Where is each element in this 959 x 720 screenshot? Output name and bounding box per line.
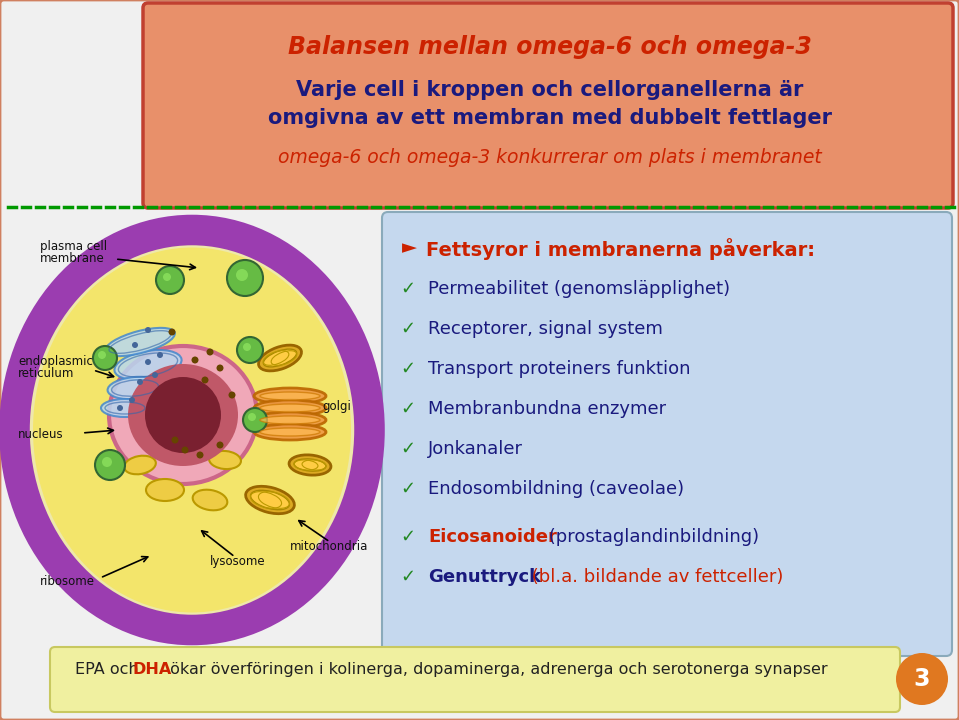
Circle shape [137, 379, 143, 385]
Text: Fettsyror i membranerna påverkar:: Fettsyror i membranerna påverkar: [426, 238, 815, 260]
Text: membrane: membrane [40, 252, 105, 265]
Text: EPA och: EPA och [75, 662, 144, 677]
Text: ökar överföringen i kolinerga, dopaminerga, adrenerga och serotonerga synapser: ökar överföringen i kolinerga, dopaminer… [165, 662, 828, 677]
Circle shape [248, 413, 256, 421]
Text: Endosombildning (caveolae): Endosombildning (caveolae) [428, 480, 684, 498]
Text: ✓: ✓ [400, 320, 415, 338]
Text: Varje cell i kroppen och cellorganellerna är: Varje cell i kroppen och cellorganellern… [296, 80, 804, 100]
FancyBboxPatch shape [143, 3, 953, 208]
Text: ✓: ✓ [400, 400, 415, 418]
Text: ✓: ✓ [400, 440, 415, 458]
Ellipse shape [294, 459, 326, 471]
Circle shape [172, 436, 178, 444]
Text: reticulum: reticulum [18, 367, 75, 380]
Circle shape [237, 337, 263, 363]
Ellipse shape [101, 399, 149, 417]
Circle shape [152, 372, 158, 378]
Ellipse shape [289, 455, 331, 475]
Circle shape [145, 359, 151, 365]
Text: Permeabilitet (genomsläpplighet): Permeabilitet (genomsläpplighet) [428, 280, 730, 298]
Text: ►: ► [402, 238, 417, 257]
Ellipse shape [259, 345, 301, 371]
Circle shape [243, 408, 267, 432]
Ellipse shape [107, 377, 162, 399]
Ellipse shape [105, 328, 175, 356]
Text: lysosome: lysosome [210, 555, 266, 568]
Circle shape [197, 451, 203, 459]
Ellipse shape [146, 479, 184, 501]
Ellipse shape [250, 490, 290, 510]
Ellipse shape [114, 350, 181, 380]
Text: omgivna av ett membran med dubbelt fettlager: omgivna av ett membran med dubbelt fettl… [268, 108, 832, 128]
Ellipse shape [254, 412, 326, 428]
Text: ✓: ✓ [400, 568, 415, 586]
Circle shape [227, 260, 263, 296]
Text: Receptorer, signal system: Receptorer, signal system [428, 320, 663, 338]
Ellipse shape [260, 428, 320, 436]
Ellipse shape [109, 346, 257, 484]
Circle shape [169, 328, 175, 336]
Circle shape [192, 419, 204, 431]
Text: Genuttryck: Genuttryck [428, 568, 541, 586]
Text: omega-6 och omega-3 konkurrerar om plats i membranet: omega-6 och omega-3 konkurrerar om plats… [278, 148, 822, 167]
Ellipse shape [264, 349, 296, 367]
FancyBboxPatch shape [382, 212, 952, 656]
Circle shape [163, 399, 179, 415]
Circle shape [896, 653, 948, 705]
Ellipse shape [193, 490, 227, 510]
Text: ✓: ✓ [400, 480, 415, 498]
Circle shape [132, 342, 138, 348]
Circle shape [117, 405, 123, 411]
Circle shape [201, 377, 208, 384]
Text: endoplasmic: endoplasmic [18, 355, 93, 368]
Text: ribosome: ribosome [40, 575, 95, 588]
Text: Membranbundna enzymer: Membranbundna enzymer [428, 400, 667, 418]
Circle shape [206, 348, 214, 356]
Ellipse shape [246, 486, 294, 513]
Ellipse shape [33, 248, 351, 613]
Circle shape [176, 390, 190, 404]
Text: Balansen mellan omega-6 och omega-3: Balansen mellan omega-6 och omega-3 [288, 35, 812, 59]
Text: mitochondria: mitochondria [290, 540, 368, 553]
Text: Transport proteiners funktion: Transport proteiners funktion [428, 360, 690, 378]
Circle shape [145, 377, 221, 453]
Ellipse shape [254, 424, 326, 440]
Circle shape [236, 269, 248, 281]
Ellipse shape [14, 230, 369, 630]
Circle shape [192, 356, 199, 364]
Ellipse shape [254, 388, 326, 404]
FancyBboxPatch shape [50, 647, 900, 712]
Text: ✓: ✓ [400, 528, 415, 546]
Text: nucleus: nucleus [18, 428, 63, 441]
Circle shape [181, 446, 189, 454]
Text: DHA: DHA [133, 662, 173, 677]
Circle shape [243, 343, 251, 351]
Ellipse shape [254, 400, 326, 416]
Circle shape [98, 351, 106, 359]
Ellipse shape [128, 364, 238, 466]
Text: ✓: ✓ [400, 360, 415, 378]
Text: golgi: golgi [322, 400, 351, 413]
Circle shape [217, 364, 223, 372]
Circle shape [228, 392, 236, 398]
Circle shape [217, 441, 223, 449]
Text: (prostaglandinbildning): (prostaglandinbildning) [543, 528, 760, 546]
Circle shape [129, 397, 135, 403]
Text: Jonkanaler: Jonkanaler [428, 440, 523, 458]
Circle shape [156, 266, 184, 294]
Text: 3: 3 [914, 667, 930, 691]
Circle shape [163, 273, 171, 281]
Text: (bl.a. bildande av fettceller): (bl.a. bildande av fettceller) [526, 568, 784, 586]
Text: Eicosanoider: Eicosanoider [428, 528, 557, 546]
Circle shape [102, 457, 112, 467]
Circle shape [95, 450, 125, 480]
Text: ✓: ✓ [400, 280, 415, 298]
Text: plasma cell: plasma cell [40, 240, 107, 253]
Ellipse shape [260, 392, 320, 400]
Circle shape [145, 327, 151, 333]
Circle shape [93, 346, 117, 370]
Ellipse shape [260, 404, 320, 412]
Ellipse shape [209, 451, 241, 469]
Ellipse shape [124, 456, 155, 474]
